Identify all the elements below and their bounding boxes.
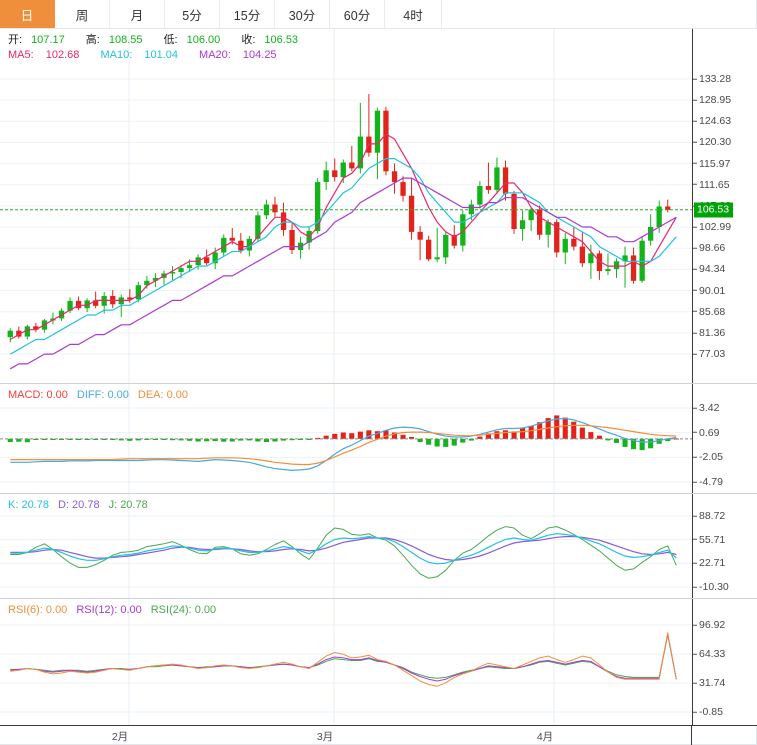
axis-tick: 88.72 (693, 511, 725, 522)
price-plot[interactable] (0, 29, 692, 383)
price-axis-tick: 77.03 (693, 349, 725, 360)
price-axis-tick: 98.66 (693, 243, 725, 254)
current-price-badge: 106.53 (694, 202, 734, 218)
price-axis-tick: 90.01 (693, 285, 725, 296)
axis-tick: 0.69 (693, 427, 719, 438)
date-axis-label: 3月 (316, 731, 334, 743)
tab-5min[interactable]: 5分 (165, 0, 220, 28)
axis-tick: -2.05 (693, 452, 723, 463)
tab-15min-label: 15分 (233, 8, 261, 23)
tab-60min-label: 60分 (343, 8, 371, 23)
tab-week[interactable]: 周 (55, 0, 110, 28)
price-axis: 133.28128.95124.63120.30115.97111.65107.… (692, 29, 757, 383)
axis-divider (691, 726, 692, 745)
tab-5min-label: 5分 (182, 8, 202, 23)
price-axis-tick: 124.63 (693, 116, 731, 127)
tab-30min-label: 30分 (288, 8, 316, 23)
tab-30min[interactable]: 30分 (275, 0, 330, 28)
axis-tick: -0.85 (693, 707, 723, 718)
price-axis-tick: 94.34 (693, 264, 725, 275)
axis-tick: 64.33 (693, 649, 725, 660)
tab-week-label: 周 (75, 8, 89, 23)
kdj-plot[interactable] (0, 494, 692, 598)
ma10-label: MA10: (100, 49, 133, 61)
tab-15min[interactable]: 15分 (220, 0, 275, 28)
tab-month[interactable]: 月 (110, 0, 165, 28)
tab-60min[interactable]: 60分 (330, 0, 385, 28)
axis-tick: 55.71 (693, 534, 725, 545)
axis-tick: 22.71 (693, 558, 725, 569)
rsi-axis: 96.92 64.33 31.74 -0.85 (692, 599, 757, 725)
axis-tick: -10.30 (693, 582, 729, 593)
axis-tick: 31.74 (693, 678, 725, 689)
price-axis-tick: 85.68 (693, 306, 725, 317)
ma20-value: 104.25 (242, 49, 277, 61)
tabbar-filler (442, 0, 757, 28)
tab-month-label: 月 (130, 8, 144, 23)
ma5-value: 102.68 (45, 49, 80, 61)
price-axis-tick: 102.99 (693, 222, 731, 233)
price-axis-tick: 128.95 (693, 95, 731, 106)
axis-tick: 3.42 (693, 403, 719, 414)
tab-4hour[interactable]: 4时 (385, 0, 442, 28)
rsi-panel: RSI(6): 0.00 RSI(12): 0.00 RSI(24): 0.00 9… (0, 599, 757, 726)
date-axis-label: 2月 (111, 731, 129, 743)
price-panel: 开: 107.17 高: 108.55 低: 106.00 收: 106.53 MA5:… (0, 29, 757, 384)
ma10-value: 101.04 (144, 49, 178, 61)
kdj-panel: K: 20.78 D: 20.78 J: 20.78 88.72 55.71 22.71… (0, 494, 757, 599)
tab-4hour-label: 4时 (403, 8, 423, 23)
price-axis-tick: 133.28 (693, 74, 731, 85)
ma20-label: MA20: (199, 49, 231, 61)
macd-plot[interactable] (0, 384, 692, 493)
axis-tick: -4.79 (693, 477, 723, 488)
price-axis-tick: 120.30 (693, 137, 731, 148)
ma-legend: MA5: 102.68 MA10: 101.04 MA20: 104.25 (8, 48, 295, 63)
period-tabbar: 日 周 月 5分 15分 30分 60分 4时 (0, 0, 757, 29)
chart-stack: 开: 107.17 高: 108.55 低: 106.00 收: 106.53 MA5:… (0, 29, 757, 745)
price-axis-tick: 111.65 (693, 180, 730, 191)
price-axis-tick: 115.97 (693, 158, 730, 169)
kdj-axis: 88.72 55.71 22.71 -10.30 (692, 494, 757, 598)
date-axis: 2月 3月 4月 (0, 726, 757, 745)
price-axis-tick: 81.36 (693, 328, 725, 339)
macd-panel: MACD: 0.00 DIFF: 0.00 DEA: 0.00 3.42 0.69 -2… (0, 384, 757, 494)
date-axis-label: 4月 (536, 731, 554, 743)
axis-tick: 96.92 (693, 620, 725, 631)
macd-axis: 3.42 0.69 -2.05 -4.79 (692, 384, 757, 493)
ma5-label: MA5: (8, 49, 34, 61)
rsi-plot[interactable] (0, 599, 692, 725)
tab-day-label: 日 (20, 8, 34, 23)
tab-day[interactable]: 日 (0, 0, 55, 28)
